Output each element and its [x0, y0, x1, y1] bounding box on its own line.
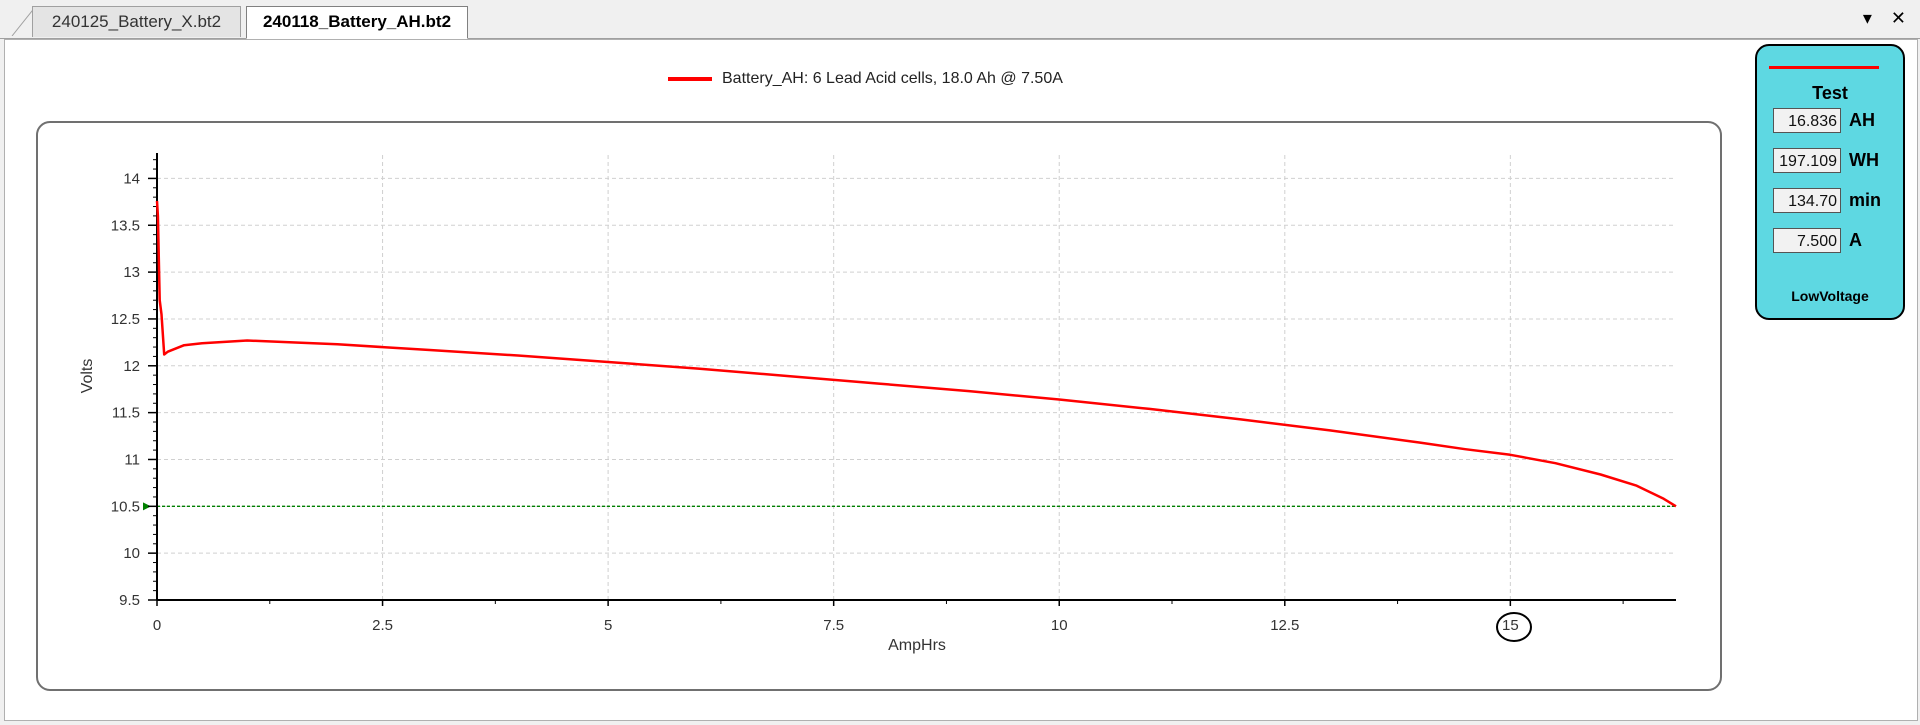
legend-swatch	[668, 77, 712, 81]
y-axis-title: Volts	[79, 359, 96, 394]
y-tick-label: 12.5	[111, 311, 140, 328]
annotation-circle	[1496, 612, 1532, 642]
status-label: LowVoltage	[1791, 288, 1869, 304]
tab-battery-ah[interactable]: 240118_Battery_AH.bt2	[246, 6, 468, 39]
discharge-series-line	[155, 200, 1677, 508]
legend-label: Battery_AH: 6 Lead Acid cells, 18.0 Ah @…	[722, 70, 1063, 87]
x-tick-label: 15	[1502, 617, 1519, 634]
y-tick-label: 14	[123, 170, 140, 187]
dropdown-icon[interactable]: ▾	[1862, 8, 1872, 28]
x-tick-label: 5	[604, 617, 612, 634]
stats-title: Test	[1812, 83, 1848, 103]
stat-unit-ah: AH	[1849, 110, 1875, 130]
stats-series-line	[1769, 66, 1879, 69]
close-icon[interactable]: ✕	[1890, 8, 1906, 28]
stat-row-amps: 7.500 A	[1773, 228, 1862, 253]
y-tick-label: 11.5	[112, 405, 140, 422]
window-controls: ▾ ✕	[1849, 8, 1906, 29]
stat-value-amps: 7.500	[1773, 228, 1841, 253]
y-tick-label: 10	[123, 545, 140, 562]
y-tick-label: 10.5	[111, 498, 140, 515]
x-tick-label: 7.5	[823, 617, 844, 634]
stat-value-min: 134.70	[1773, 188, 1841, 213]
chart-legend: Battery_AH: 6 Lead Acid cells, 18.0 Ah @…	[668, 68, 1063, 90]
stat-row-min: 134.70 min	[1773, 188, 1881, 213]
chart-frame	[36, 121, 1722, 691]
axes	[156, 153, 1676, 601]
x-tick-label: 10	[1051, 617, 1068, 634]
series-layer	[155, 200, 1677, 508]
x-tick-label: 12.5	[1270, 617, 1299, 634]
tab-bar: 240125_Battery_X.bt2 240118_Battery_AH.b…	[0, 0, 1920, 39]
stat-row-ah: 16.836 AH	[1773, 108, 1875, 133]
y-tick-label: 11	[124, 451, 140, 468]
grid-lines	[157, 155, 1676, 600]
stats-panel: Test 16.836 AH 197.109 WH 134.70 min 7.5…	[1755, 44, 1905, 320]
stat-value-ah: 16.836	[1773, 108, 1841, 133]
y-tick-label: 13	[123, 264, 140, 281]
y-tick-label: 13.5	[111, 217, 140, 234]
threshold-layer	[143, 502, 1676, 511]
stat-row-wh: 197.109 WH	[1773, 148, 1879, 173]
threshold-marker-icon	[143, 502, 151, 511]
x-tick-label: 2.5	[372, 617, 393, 634]
tick-marks: 9.5 10 10.5 11 11.5 12 12.5 13 13.5 14 0 2.5 5 7.5 10 1…	[111, 159, 1624, 634]
y-tick-label: 9.5	[119, 592, 140, 609]
x-axis-title: AmpHrs	[888, 637, 946, 654]
stat-unit-min: min	[1849, 190, 1882, 210]
tab-battery-x[interactable]: 240125_Battery_X.bt2	[32, 6, 241, 37]
x-tick-label: 0	[153, 617, 161, 634]
y-tick-label: 12	[123, 358, 140, 375]
stat-unit-amps: A	[1849, 230, 1862, 250]
stat-value-wh: 197.109	[1773, 148, 1841, 173]
stat-unit-wh: WH	[1849, 150, 1879, 170]
